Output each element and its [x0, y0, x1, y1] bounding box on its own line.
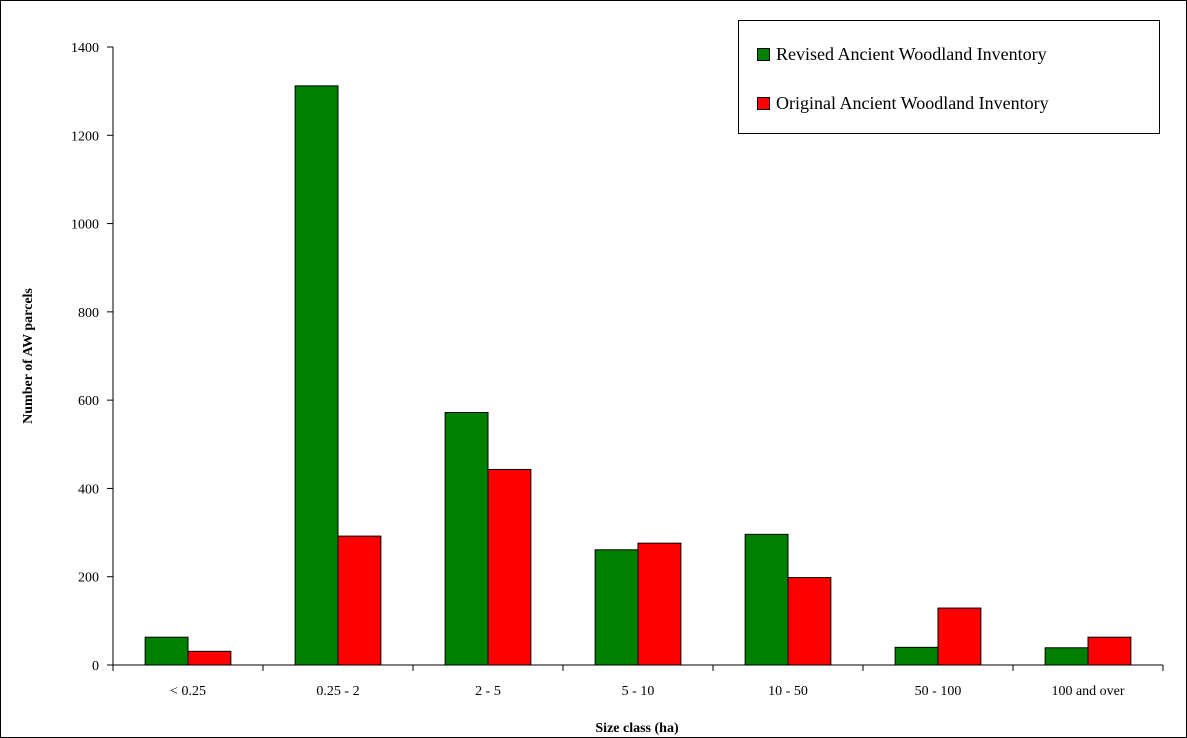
bar-original [187, 650, 232, 666]
bar-revised [144, 636, 189, 666]
x-tick-label: 0.25 - 2 [316, 684, 359, 699]
legend: Revised Ancient Woodland Inventory Origi… [738, 20, 1160, 134]
y-tick-label: 0 [92, 659, 99, 674]
y-tick-label: 1000 [71, 218, 99, 233]
bar-revised [744, 533, 789, 666]
legend-swatch-revised [757, 47, 770, 61]
bar-original [487, 468, 532, 666]
x-tick-label: 100 and over [1051, 684, 1124, 699]
bar-original [937, 607, 982, 666]
x-tick-label: 5 - 10 [622, 684, 655, 699]
bar-revised [444, 412, 489, 666]
bar-original [637, 542, 682, 666]
legend-item-original: Original Ancient Woodland Inventory [757, 92, 1049, 114]
legend-label-revised: Revised Ancient Woodland Inventory [776, 43, 1047, 64]
x-tick-label: 2 - 5 [475, 684, 501, 699]
bar-revised [294, 85, 339, 666]
x-tick-label: 10 - 50 [768, 684, 808, 699]
bar-revised [1044, 647, 1089, 666]
x-axis: < 0.25 0.25 - 2 2 - 5 5 - 10 10 - 50 50 - 100… [112, 664, 1164, 699]
bar-revised [594, 549, 639, 666]
legend-item-revised: Revised Ancient Woodland Inventory [757, 43, 1047, 65]
y-tick-label: 400 [78, 482, 99, 497]
x-tick-label: < 0.25 [170, 684, 206, 699]
legend-label-original: Original Ancient Woodland Inventory [776, 92, 1049, 113]
y-tick-label: 600 [78, 394, 99, 409]
bar-original [787, 577, 832, 666]
bars [144, 85, 1132, 666]
bar-original [337, 535, 382, 666]
y-tick-label: 1400 [71, 41, 99, 56]
y-axis: 0 200 400 600 800 1000 1200 1400 [71, 41, 114, 674]
y-tick-label: 800 [78, 306, 99, 321]
x-axis-title: Size class (ha) [595, 721, 679, 736]
bar-revised [894, 646, 939, 666]
y-axis-title: Number of AW parcels [21, 288, 36, 424]
x-tick-label: 50 - 100 [915, 684, 962, 699]
y-tick-label: 1200 [71, 129, 99, 144]
legend-swatch-original [757, 96, 770, 110]
bar-original [1087, 636, 1132, 666]
y-tick-label: 200 [78, 571, 99, 586]
